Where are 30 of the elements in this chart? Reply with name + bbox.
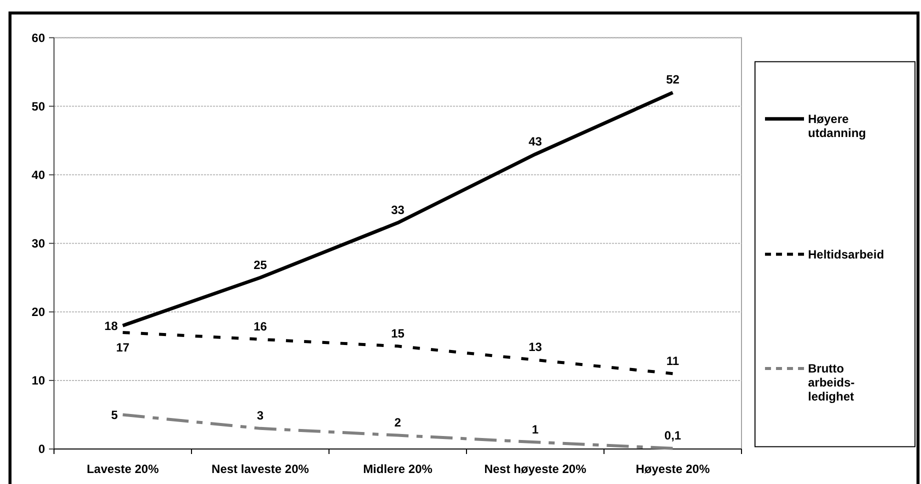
data-label: 33 — [391, 202, 405, 217]
data-label: 13 — [528, 340, 542, 354]
data-label: 16 — [254, 320, 268, 334]
y-tick-label: 50 — [32, 99, 46, 114]
data-label: 11 — [666, 354, 680, 368]
data-label: 1 — [532, 422, 539, 436]
data-label: 18 — [104, 318, 118, 333]
y-tick-label: 60 — [32, 30, 46, 45]
x-tick-label: Nest laveste 20% — [212, 462, 310, 476]
data-label: 52 — [666, 72, 680, 87]
data-label: 5 — [111, 408, 118, 422]
y-tick-label: 20 — [32, 305, 46, 320]
x-tick-label: Nest høyeste 20% — [484, 462, 587, 476]
x-tick-label: Høyeste 20% — [636, 462, 710, 476]
data-label: 3 — [256, 408, 264, 423]
y-tick-label: 30 — [32, 236, 46, 251]
legend-label: Høyere utdanning — [808, 112, 866, 140]
y-tick-label: 40 — [32, 168, 46, 182]
data-label: 0,1 — [664, 428, 682, 443]
data-label: 25 — [254, 258, 268, 272]
data-label: 15 — [391, 326, 405, 340]
data-label: 43 — [528, 134, 542, 148]
x-tick-label: Laveste 20% — [86, 462, 160, 476]
legend-label: Heltidsarbeid — [808, 247, 884, 262]
data-label: 17 — [116, 340, 130, 355]
y-tick-label: 0 — [38, 442, 46, 456]
x-tick-label: Midlere 20% — [363, 462, 433, 476]
y-tick-label: 10 — [32, 374, 46, 388]
data-label: 2 — [394, 415, 402, 430]
legend-label: Brutto arbeids-ledighet — [808, 362, 855, 404]
